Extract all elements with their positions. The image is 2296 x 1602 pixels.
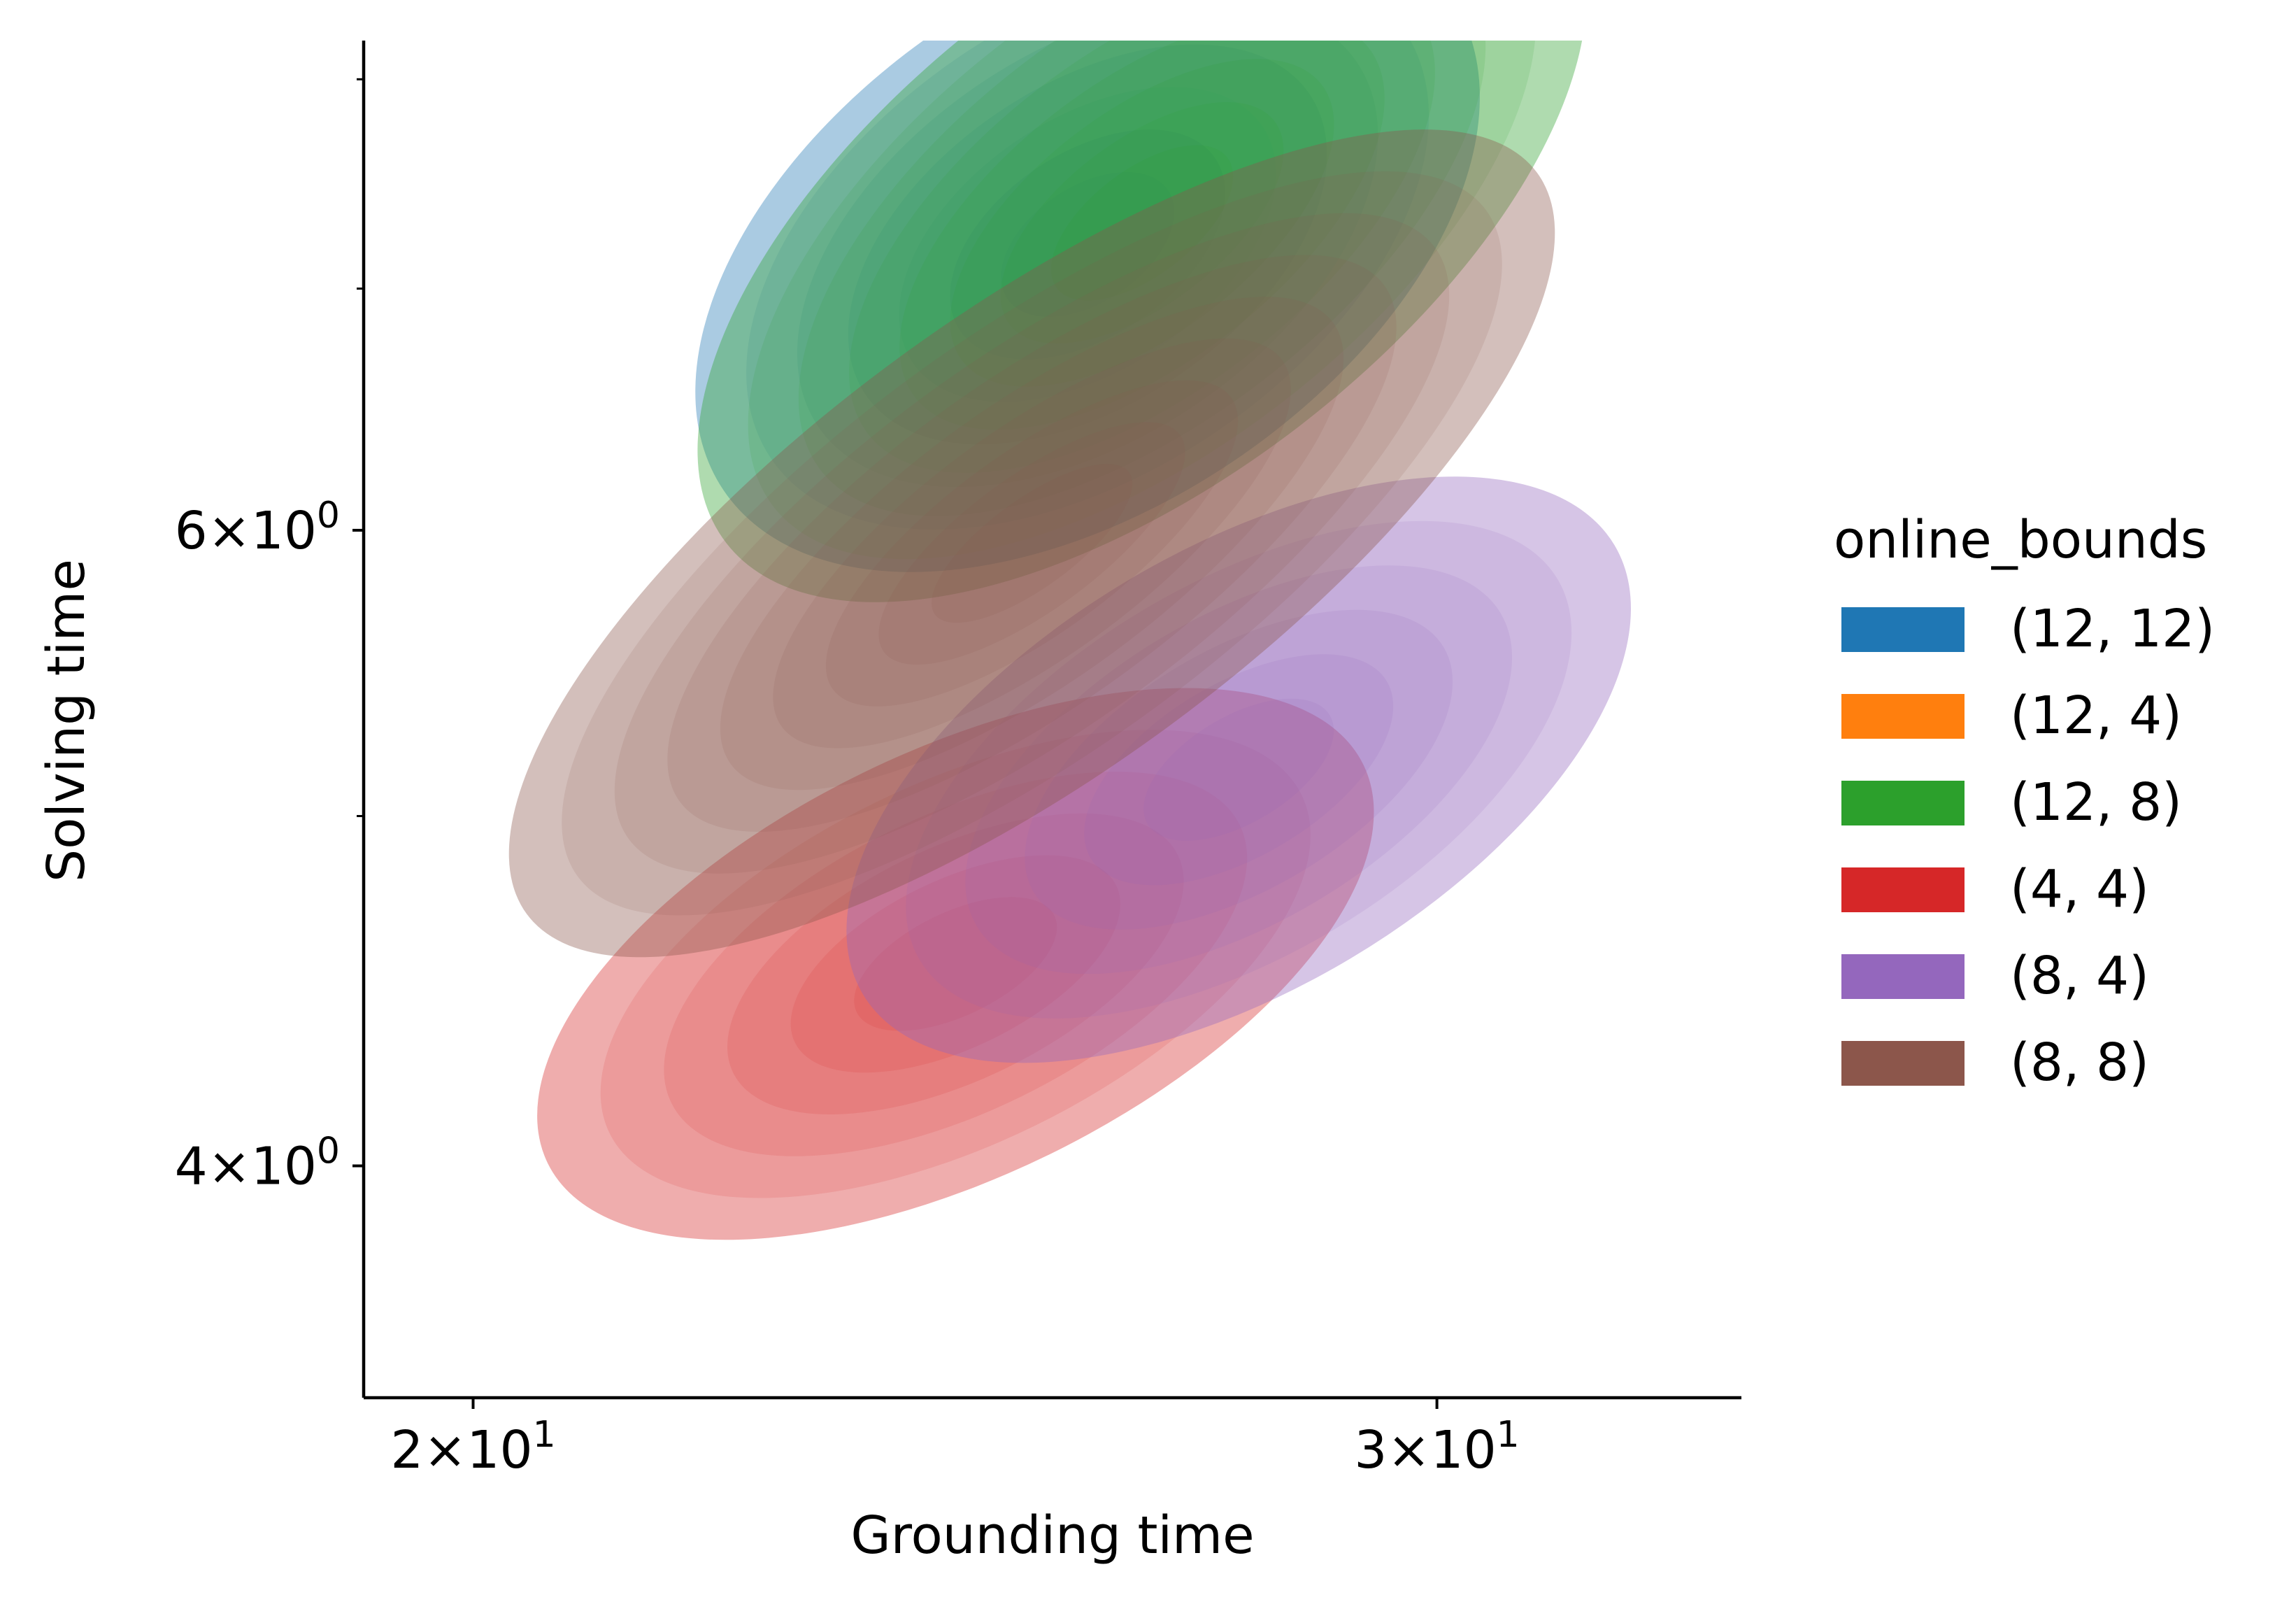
kde-series [695, 41, 1480, 572]
y-tick-label: 4×100 [175, 1130, 340, 1197]
kde-level [790, 855, 1120, 1073]
kde-level [720, 297, 1344, 791]
kde-level [1050, 145, 1234, 301]
kde-level [1001, 172, 1174, 317]
legend-label: (4, 4) [2010, 859, 2149, 919]
kde-level [848, 44, 1327, 445]
x-tick-label: 3×101 [1354, 1414, 1519, 1480]
kde-level [878, 422, 1185, 665]
legend-swatch [1841, 867, 1965, 912]
kde-level [664, 772, 1248, 1156]
kde-level [849, 41, 1435, 473]
kde-level [667, 255, 1397, 832]
kde-level [562, 171, 1502, 916]
kde-level [727, 813, 1184, 1115]
kde-level [508, 129, 1555, 958]
x-axis-label: Grounding time [850, 1505, 1254, 1566]
kde-level [906, 520, 1572, 1019]
legend-entry: (4, 4) [1841, 859, 2149, 919]
kde-series [508, 129, 1555, 958]
kde-level [1000, 101, 1284, 344]
kde-level [614, 213, 1450, 874]
kde-level [1025, 609, 1453, 930]
kde-series [537, 688, 1374, 1240]
legend-label: (12, 8) [2010, 772, 2182, 832]
kde-level [797, 41, 1378, 488]
legend-swatch [1841, 781, 1965, 825]
kde-level [695, 41, 1480, 572]
legend-swatch [1841, 607, 1965, 652]
kde-level [932, 464, 1132, 623]
kde-level [537, 688, 1374, 1240]
kde-level [950, 59, 1334, 387]
kde-level [825, 380, 1239, 707]
legend-label: (8, 8) [2010, 1033, 2149, 1093]
plot-area: 2×101 3×101 4×100 6×100 [175, 41, 1741, 1480]
kde-level [1084, 654, 1394, 886]
kde-level [899, 87, 1276, 402]
kde-level [748, 41, 1536, 560]
x-ticks: 2×101 3×101 [390, 1398, 1520, 1480]
kde-level [798, 41, 1486, 516]
kde-level [600, 730, 1311, 1198]
legend: online_bounds (12, 12) (12, 4) (12, 8) (4, … [1834, 510, 2215, 1093]
legend-entry: (8, 8) [1841, 1033, 2149, 1093]
legend-label: (12, 12) [2010, 599, 2215, 659]
legend-entries: (12, 12) (12, 4) (12, 8) (4, 4) (8, 4) (8, 8) [1841, 599, 2215, 1093]
contour-layer [508, 41, 1632, 1240]
kde-level [899, 41, 1385, 430]
kde-level [773, 338, 1291, 749]
legend-entry: (12, 8) [1841, 772, 2182, 832]
kde-series [846, 476, 1632, 1063]
legend-entry: (12, 12) [1841, 599, 2215, 659]
y-tick-label: 6×100 [175, 495, 340, 561]
legend-swatch [1841, 954, 1965, 999]
legend-swatch [1841, 1041, 1965, 1086]
legend-swatch [1841, 694, 1965, 739]
x-tick-label: 2×101 [390, 1414, 555, 1480]
kde-level [846, 476, 1632, 1063]
kde-level [965, 565, 1513, 974]
y-axis-label: Solving time [36, 559, 97, 882]
kde-level [950, 129, 1225, 360]
kde-level [854, 897, 1057, 1031]
kde-series [697, 41, 1587, 602]
legend-title: online_bounds [1834, 510, 2207, 570]
legend-entry: (12, 4) [1841, 686, 2182, 746]
legend-entry: (8, 4) [1841, 946, 2149, 1006]
kde-level [746, 41, 1429, 530]
kde-level [697, 41, 1587, 602]
y-ticks: 4×100 6×100 [175, 78, 364, 1197]
kde-level [1143, 698, 1334, 841]
legend-label: (8, 4) [2010, 946, 2149, 1006]
legend-label: (12, 4) [2010, 686, 2182, 746]
